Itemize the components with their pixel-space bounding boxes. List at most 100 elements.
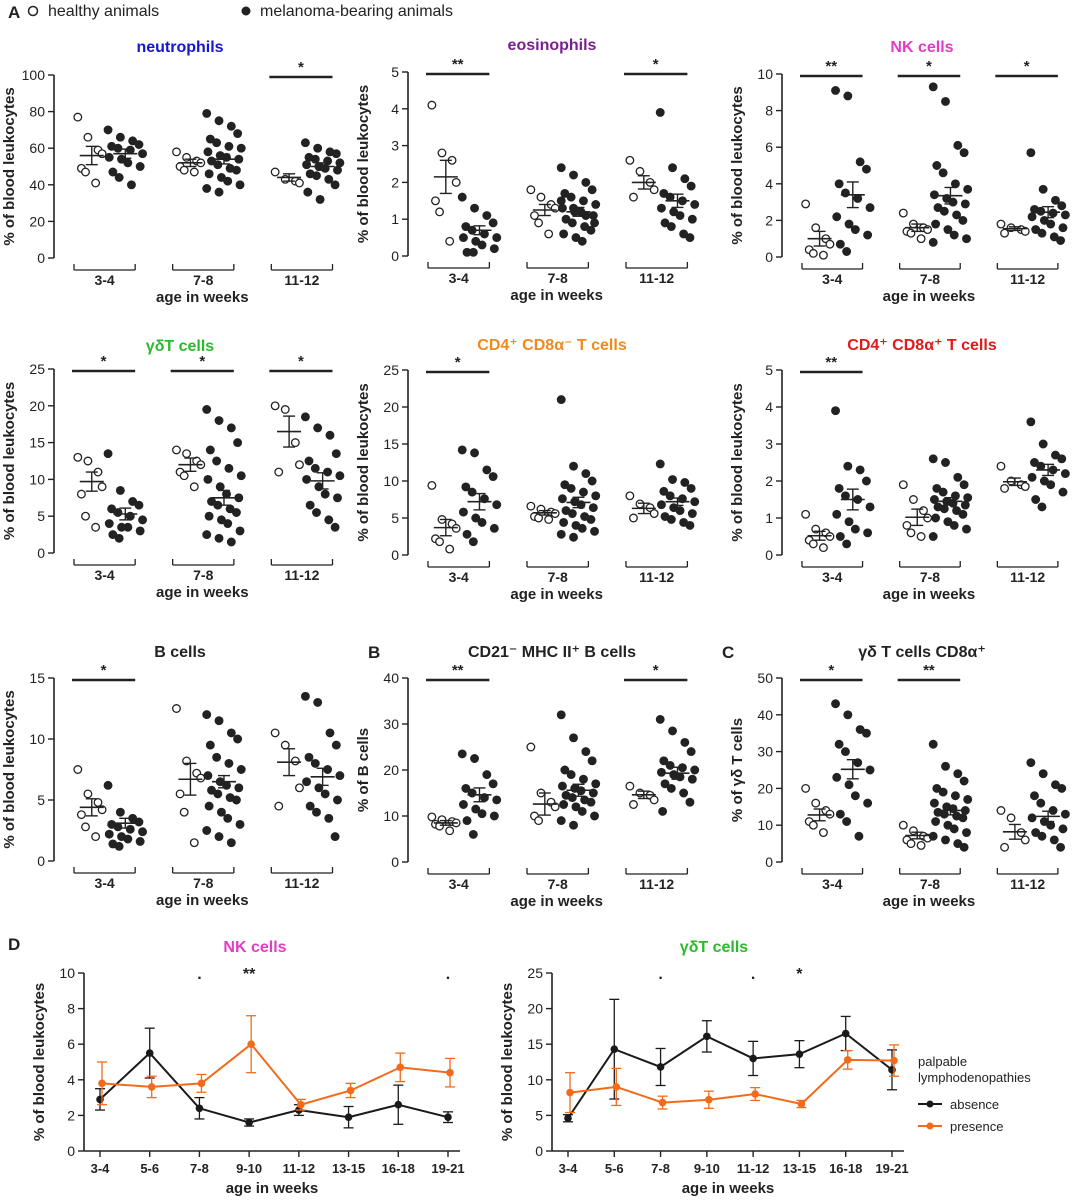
group-label: 3-4 [822, 569, 842, 585]
melanoma-point [842, 817, 852, 826]
melanoma-point [234, 154, 244, 164]
x-axis-label: age in weeks [156, 289, 249, 306]
y-tick-label: 20 [527, 1001, 543, 1017]
healthy-point [83, 456, 93, 466]
group-label: 3-4 [94, 875, 114, 891]
melanoma-point [333, 493, 342, 503]
melanoma-point [556, 395, 566, 405]
melanoma-point [665, 760, 675, 770]
melanoma-point [850, 791, 860, 801]
melanoma-point [470, 203, 479, 213]
melanoma-point [938, 787, 948, 797]
y-tick-label: 10 [29, 731, 45, 747]
melanoma-point [231, 165, 241, 175]
chart-gd_line: γδT cells 0 5 10 15 20 25 % of blood leukocytes… [499, 939, 909, 1197]
healthy-point [906, 839, 916, 849]
melanoma-point [659, 756, 669, 766]
melanoma-point [959, 148, 969, 158]
healthy-point [808, 539, 818, 549]
melanoma-point [330, 522, 340, 532]
melanoma-point [214, 116, 224, 126]
melanoma-point [1038, 769, 1048, 779]
y-axis-label: % of blood leukocytes [729, 383, 746, 541]
melanoma-point [103, 449, 113, 459]
group-label: 3-4 [822, 876, 842, 892]
panel-letter-d: D [8, 935, 20, 954]
melanoma-point [1027, 472, 1037, 482]
melanoma-point [233, 438, 243, 448]
group-label: 11-12 [639, 270, 674, 286]
melanoma-point [202, 530, 212, 540]
healthy-point [906, 528, 916, 538]
healthy-point [280, 405, 290, 414]
healthy-point [294, 783, 304, 793]
healthy-point [536, 504, 546, 514]
y-tick-label: 15 [527, 1036, 543, 1052]
y-tick-label: 0 [37, 853, 45, 869]
melanoma-point [489, 244, 499, 254]
significance-label: . [658, 966, 662, 983]
group-label: 11-12 [639, 569, 674, 585]
y-axis-label: % of blood leukocytes [31, 983, 48, 1141]
chart-gd: γδT cells 0 5 10 15 20 25 % of blood leukocytes… [1, 338, 345, 601]
healthy-point [280, 740, 290, 750]
healthy-point [916, 532, 926, 541]
point-presence [297, 1100, 305, 1109]
melanoma-point [324, 515, 334, 525]
melanoma-point [962, 828, 971, 838]
legend-melanoma-marker [241, 6, 251, 16]
y-tick-label: 5 [391, 510, 399, 526]
x-tick-label: 19-21 [875, 1161, 908, 1176]
healthy-point [526, 501, 536, 511]
melanoma-point [1060, 469, 1070, 479]
melanoma-point [941, 761, 950, 771]
melanoma-point [323, 467, 333, 477]
melanoma-point [202, 826, 212, 835]
group-label: 7-8 [920, 569, 940, 585]
melanoma-point [335, 771, 345, 781]
significance-label: ** [452, 56, 464, 73]
melanoma-point [586, 797, 596, 807]
y-tick-label: 10 [383, 473, 399, 489]
melanoma-point [680, 478, 690, 487]
group-label: 3-4 [449, 569, 469, 585]
significance-label: * [298, 353, 304, 370]
melanoma-point [949, 230, 959, 240]
melanoma-point [313, 423, 323, 433]
healthy-point [544, 229, 554, 239]
significance-label: . [751, 966, 755, 983]
melanoma-point [685, 520, 695, 530]
melanoma-point [312, 171, 321, 181]
y-tick-label: 15 [383, 436, 399, 452]
y-tick-label: 4 [765, 176, 773, 192]
point-presence [612, 1083, 621, 1091]
healthy-point [625, 491, 635, 501]
group-label: 11-12 [1010, 271, 1045, 287]
melanoma-point [660, 779, 670, 789]
melanoma-point [458, 233, 468, 243]
melanoma-point [470, 754, 479, 763]
melanoma-point [958, 215, 968, 225]
melanoma-point [556, 163, 566, 173]
melanoma-point [236, 471, 246, 481]
melanoma-point [320, 489, 330, 499]
melanoma-point [310, 758, 320, 768]
healthy-point [996, 219, 1006, 229]
melanoma-point [231, 795, 241, 805]
melanoma-point [1046, 480, 1056, 490]
significance-label: * [199, 353, 205, 370]
melanoma-point [566, 770, 576, 780]
y-tick-label: 6 [67, 1036, 75, 1052]
melanoma-point [300, 138, 310, 148]
point-presence [346, 1086, 355, 1095]
melanoma-point [928, 237, 938, 247]
point-absence [195, 1104, 204, 1113]
y-tick-label: 40 [757, 707, 773, 723]
melanoma-point [115, 485, 125, 495]
x-axis-label: age in weeks [883, 288, 976, 305]
y-tick-label: 0 [37, 545, 45, 561]
melanoma-point [865, 203, 875, 213]
melanoma-point [234, 783, 244, 793]
melanoma-point [324, 813, 334, 823]
melanoma-point [928, 739, 938, 749]
